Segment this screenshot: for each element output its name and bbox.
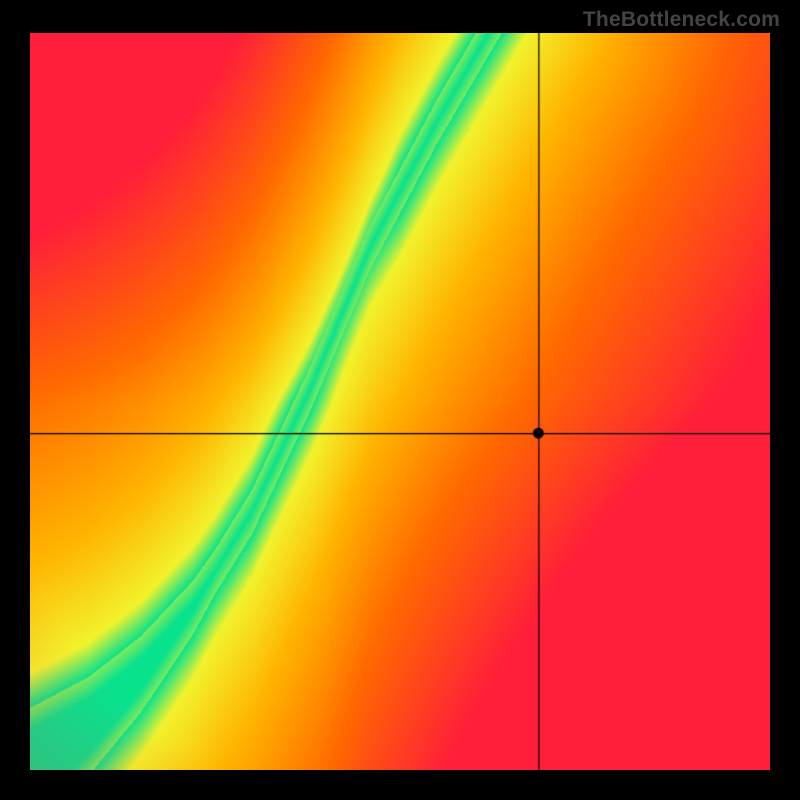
bottleneck-heatmap — [30, 33, 770, 770]
watermark-text: TheBottleneck.com — [583, 8, 780, 32]
chart-frame: { "watermark": { "text": "TheBottleneck.… — [0, 0, 800, 800]
